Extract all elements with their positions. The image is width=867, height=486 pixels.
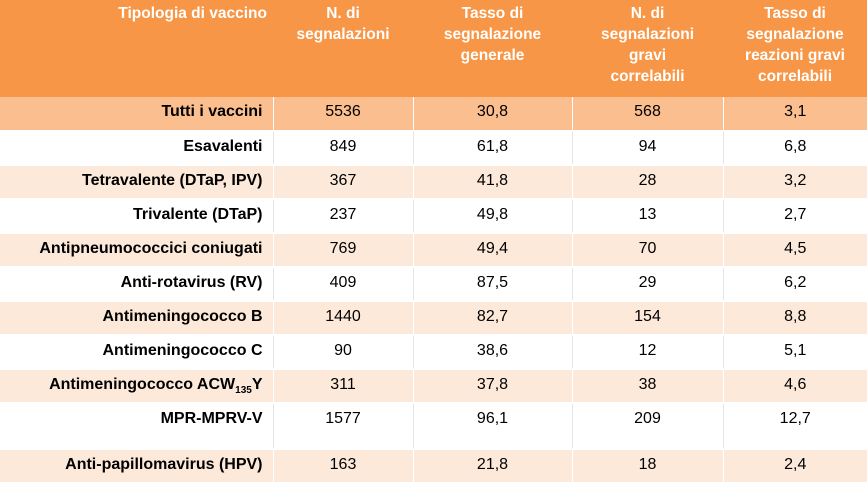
table-row: Esavalenti 849 61,8 94 6,8 bbox=[0, 131, 867, 165]
cell-serious-count: 94 bbox=[571, 131, 723, 165]
table-row: Tetravalente (DTaP, IPV) 367 41,8 28 3,2 bbox=[0, 165, 867, 199]
cell-serious-count: 12 bbox=[571, 335, 723, 369]
cell-reports: 1440 bbox=[272, 301, 413, 335]
row-label-suffix: Y bbox=[251, 376, 263, 393]
row-label-text: Antimeningococco ACW bbox=[49, 376, 236, 393]
cell-reports: 311 bbox=[272, 369, 413, 403]
cell-serious-count: 28 bbox=[571, 165, 723, 199]
cell-serious-rate: 5,1 bbox=[722, 335, 867, 369]
cell-serious-rate: 3,2 bbox=[722, 165, 867, 199]
table-row: Anti-rotavirus (RV) 409 87,5 29 6,2 bbox=[0, 267, 867, 301]
header-vaccine-type: Tipologia di vaccino bbox=[0, 0, 273, 97]
row-label: Tetravalente (DTaP, IPV) bbox=[0, 165, 273, 199]
cell-reports: 409 bbox=[272, 267, 413, 301]
cell-general-rate: 38,6 bbox=[412, 335, 572, 369]
header-line: N. di bbox=[326, 5, 360, 22]
header-line: gravi bbox=[628, 47, 667, 64]
header-line: Tasso di bbox=[764, 5, 826, 22]
cell-serious-rate: 6,2 bbox=[722, 267, 867, 301]
header-line: correlabili bbox=[757, 68, 833, 85]
table-row: Trivalente (DTaP) 237 49,8 13 2,7 bbox=[0, 199, 867, 233]
cell-serious-count: 18 bbox=[571, 449, 723, 483]
cell-serious-rate: 2,7 bbox=[722, 199, 867, 233]
cell-serious-count: 13 bbox=[571, 199, 723, 233]
cell-serious-rate: 6,8 bbox=[722, 131, 867, 165]
row-label: Esavalenti bbox=[0, 131, 273, 165]
row-label: Anti-papillomavirus (HPV) bbox=[0, 449, 273, 483]
header-serious-count: N. di segnalazioni gravi correlabili bbox=[572, 0, 723, 97]
cell-serious-count: 209 bbox=[571, 403, 723, 449]
table-row: Antimeningococco B 1440 82,7 154 8,8 bbox=[0, 301, 867, 335]
cell-serious-rate: 3,1 bbox=[722, 97, 867, 131]
cell-reports: 5536 bbox=[272, 97, 413, 131]
header-line: segnalazioni bbox=[296, 26, 390, 43]
cell-serious-count: 70 bbox=[571, 233, 723, 267]
cell-general-rate: 30,8 bbox=[412, 97, 572, 131]
header-line: segnalazione bbox=[746, 26, 844, 43]
table-row: Antipneumococcici coniugati 769 49,4 70 … bbox=[0, 233, 867, 267]
cell-serious-rate: 4,5 bbox=[722, 233, 867, 267]
cell-reports: 163 bbox=[272, 449, 413, 483]
cell-serious-rate: 8,8 bbox=[722, 301, 867, 335]
cell-reports: 769 bbox=[272, 233, 413, 267]
header-line: Tipologia di vaccino bbox=[118, 5, 267, 22]
cell-serious-count: 29 bbox=[571, 267, 723, 301]
table-row: MPR-MPRV-V 1577 96,1 209 12,7 bbox=[0, 403, 867, 449]
table-row-all-vaccines: Tutti i vaccini 5536 30,8 568 3,1 bbox=[0, 97, 867, 131]
cell-reports: 90 bbox=[272, 335, 413, 369]
cell-serious-rate: 12,7 bbox=[722, 403, 867, 449]
header-general-rate: Tasso di segnalazione generale bbox=[413, 0, 572, 97]
cell-reports: 849 bbox=[272, 131, 413, 165]
cell-serious-count: 154 bbox=[571, 301, 723, 335]
row-label: Antipneumococcici coniugati bbox=[0, 233, 273, 267]
cell-general-rate: 41,8 bbox=[412, 165, 572, 199]
row-label: Trivalente (DTaP) bbox=[0, 199, 273, 233]
table-row: Antimeningococco ACW135Y 311 37,8 38 4,6 bbox=[0, 369, 867, 403]
header-line: segnalazione bbox=[443, 26, 542, 43]
cell-general-rate: 61,8 bbox=[412, 131, 572, 165]
row-label-acwy: Antimeningococco ACW135Y bbox=[0, 369, 273, 403]
row-label: Antimeningococco C bbox=[0, 335, 273, 369]
cell-serious-rate: 4,6 bbox=[722, 369, 867, 403]
table-row: Antimeningococco C 90 38,6 12 5,1 bbox=[0, 335, 867, 369]
cell-general-rate: 82,7 bbox=[412, 301, 572, 335]
cell-reports: 237 bbox=[272, 199, 413, 233]
cell-general-rate: 87,5 bbox=[412, 267, 572, 301]
header-serious-rate: Tasso di segnalazione reazioni gravi cor… bbox=[723, 0, 867, 97]
header-row: Tipologia di vaccino N. di segnalazioni … bbox=[0, 0, 867, 97]
cell-serious-count: 38 bbox=[571, 369, 723, 403]
cell-serious-rate: 2,4 bbox=[722, 449, 867, 483]
row-label: Tutti i vaccini bbox=[0, 97, 273, 131]
table-header: Tipologia di vaccino N. di segnalazioni … bbox=[0, 0, 867, 97]
cell-general-rate: 37,8 bbox=[412, 369, 572, 403]
header-line: generale bbox=[460, 47, 525, 64]
cell-general-rate: 96,1 bbox=[412, 403, 572, 449]
header-line: Tasso di bbox=[461, 5, 524, 22]
row-label: Antimeningococco B bbox=[0, 301, 273, 335]
cell-general-rate: 49,8 bbox=[412, 199, 572, 233]
cell-reports: 1577 bbox=[272, 403, 413, 449]
header-line: N. di bbox=[630, 5, 665, 22]
cell-general-rate: 21,8 bbox=[412, 449, 572, 483]
table-row: Anti-papillomavirus (HPV) 163 21,8 18 2,… bbox=[0, 449, 867, 483]
cell-serious-count: 568 bbox=[571, 97, 723, 131]
header-line: reazioni gravi bbox=[745, 47, 845, 64]
table-body: Tutti i vaccini 5536 30,8 568 3,1 Esaval… bbox=[0, 97, 867, 483]
row-label-subscript: 135 bbox=[235, 385, 252, 397]
header-line: correlabili bbox=[610, 68, 685, 85]
header-line: segnalazioni bbox=[600, 26, 695, 43]
header-reports-count: N. di segnalazioni bbox=[273, 0, 413, 97]
cell-reports: 367 bbox=[272, 165, 413, 199]
row-label: Anti-rotavirus (RV) bbox=[0, 267, 273, 301]
cell-general-rate: 49,4 bbox=[412, 233, 572, 267]
row-label: MPR-MPRV-V bbox=[0, 403, 273, 449]
